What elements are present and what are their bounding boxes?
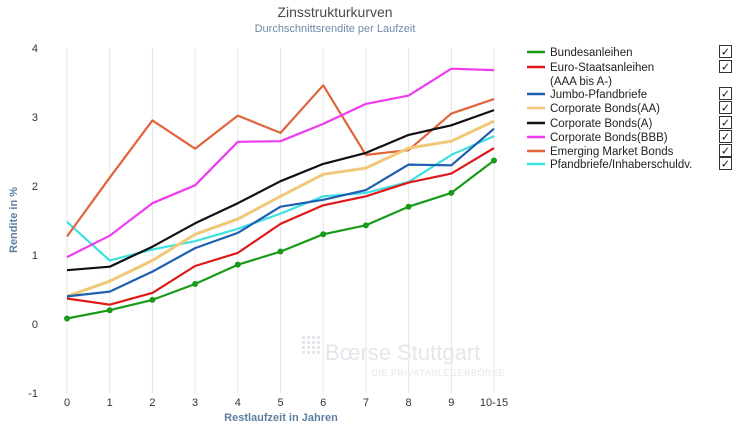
legend: Bundesanleihen ✓ Euro-Staatsanleihen (AAA b… [527, 45, 732, 172]
watermark-brand: Bœrse Stuttgart [325, 340, 480, 365]
checkmark-icon: ✓ [721, 131, 730, 144]
legend-item-bundesanleihen[interactable]: Bundesanleihen ✓ [527, 45, 732, 60]
series-line-euro-staatsanleihen [66, 147, 495, 306]
y-tick-label: 4 [32, 43, 38, 55]
legend-item-corporate-bonds-bbb[interactable]: Corporate Bonds(BBB) ✓ [527, 130, 732, 145]
data-point-bundesanleihen [64, 315, 70, 322]
x-tick-label: 7 [363, 397, 369, 409]
checkbox-box[interactable] [719, 45, 732, 58]
data-point-bundesanleihen [491, 157, 497, 164]
x-tick-label: 10-15 [480, 397, 508, 409]
legend-item-euro-staatsanleihen[interactable]: Euro-Staatsanleihen (AAA bis A-) ✓ [527, 60, 732, 89]
y-tick-label: 0 [32, 319, 38, 331]
watermark-tagline: DIE PRIVATANLEGERBÖRSE [371, 368, 505, 378]
series-line-corporate-bonds-a [66, 109, 495, 272]
data-point-bundesanleihen [448, 189, 455, 196]
legend-label: Euro-Staatsanleihen [550, 62, 654, 74]
legend-checkbox[interactable]: ✓ [719, 116, 732, 130]
legend-item-emerging-market-bonds[interactable]: Emerging Market Bonds ✓ [527, 144, 732, 159]
data-point-bundesanleihen [234, 261, 241, 268]
data-point-bundesanleihen [192, 280, 199, 287]
series-lines [64, 67, 497, 322]
x-tick-label: 3 [192, 397, 198, 409]
series-line-corporate-bonds-aa [66, 119, 495, 298]
checkmark-icon: ✓ [721, 145, 730, 158]
legend-label: Corporate Bonds(A) [550, 118, 652, 130]
checkmark-icon: ✓ [721, 158, 730, 171]
boerse-stuttgart-watermark: Bœrse Stuttgart DIE PRIVATANLEGERBÖRSE [302, 336, 505, 378]
watermark-logo-dots-icon [302, 336, 320, 354]
data-point-bundesanleihen [362, 222, 369, 229]
data-point-bundesanleihen [405, 203, 412, 210]
legend-label: Corporate Bonds(AA) [550, 103, 660, 115]
y-tick-label: 3 [32, 112, 38, 124]
legend-label: Emerging Market Bonds [550, 146, 674, 158]
x-tick-label: 1 [107, 397, 113, 409]
checkmark-icon: ✓ [721, 88, 730, 101]
x-axis-title: Restlaufzeit in Jahren [224, 412, 338, 424]
x-tick-label: 2 [149, 397, 155, 409]
data-point-bundesanleihen [106, 307, 113, 314]
legend-label-line2: (AAA bis A-) [550, 76, 612, 88]
data-point-bundesanleihen [149, 296, 156, 303]
data-point-bundesanleihen [277, 248, 284, 255]
x-tick-label: 8 [406, 397, 412, 409]
x-tick-label: 5 [277, 397, 283, 409]
series-line-corporate-bonds-bbb [66, 67, 495, 259]
legend-checkbox[interactable]: ✓ [719, 87, 732, 101]
legend-label: Bundesanleihen [550, 47, 633, 59]
series-line-jumbo-pfandbriefe [66, 127, 495, 298]
legend-item-corporate-bonds-a[interactable]: Corporate Bonds(A) ✓ [527, 116, 732, 131]
checkbox-box[interactable] [719, 60, 732, 73]
legend-checkbox[interactable]: ✓ [719, 130, 732, 144]
legend-item-jumbo-pfandbriefe[interactable]: Jumbo-Pfandbriefe ✓ [527, 87, 732, 102]
legend-checkbox[interactable]: ✓ [719, 157, 732, 171]
checkbox-box[interactable] [719, 157, 732, 170]
data-point-bundesanleihen [320, 231, 327, 238]
checkbox-box[interactable] [719, 130, 732, 143]
x-axis-ticks: 0 1 2 3 4 5 6 7 8 9 10-15 [64, 397, 508, 409]
legend-item-corporate-bonds-aa[interactable]: Corporate Bonds(AA) ✓ [527, 101, 732, 116]
legend-label: Jumbo-Pfandbriefe [550, 89, 647, 101]
chart-title: Zinsstrukturkurven [277, 4, 392, 20]
chart-subtitle: Durchschnittsrendite per Laufzeit [255, 23, 416, 35]
checkbox-box[interactable] [719, 116, 732, 129]
legend-checkbox[interactable]: ✓ [719, 60, 732, 74]
x-tick-label: 0 [64, 397, 70, 409]
y-tick-label: -1 [28, 388, 38, 400]
y-tick-label: 2 [32, 181, 38, 193]
checkbox-box[interactable] [719, 87, 732, 100]
y-axis-ticks: -1 0 1 2 3 4 [28, 43, 38, 400]
x-tick-label: 4 [235, 397, 241, 409]
checkmark-icon: ✓ [721, 46, 730, 59]
x-tick-label: 9 [448, 397, 454, 409]
checkmark-icon: ✓ [721, 117, 730, 130]
y-axis-title: Rendite in % [8, 187, 20, 253]
legend-label: Pfandbriefe/Inhaberschuldv. [550, 159, 692, 171]
x-tick-label: 6 [320, 397, 326, 409]
legend-checkbox[interactable]: ✓ [719, 101, 732, 115]
legend-label: Corporate Bonds(BBB) [550, 132, 668, 144]
checkbox-box[interactable] [719, 101, 732, 114]
y-tick-label: 1 [32, 250, 38, 262]
checkmark-icon: ✓ [721, 61, 730, 74]
checkbox-box[interactable] [719, 144, 732, 157]
legend-checkbox[interactable]: ✓ [719, 45, 732, 59]
checkmark-icon: ✓ [721, 102, 730, 115]
legend-checkbox[interactable]: ✓ [719, 144, 732, 158]
series-line-emerging-market-bonds [66, 84, 495, 238]
legend-item-pfandbriefe-inhaberschuldv[interactable]: Pfandbriefe/Inhaberschuldv. ✓ [527, 157, 732, 172]
